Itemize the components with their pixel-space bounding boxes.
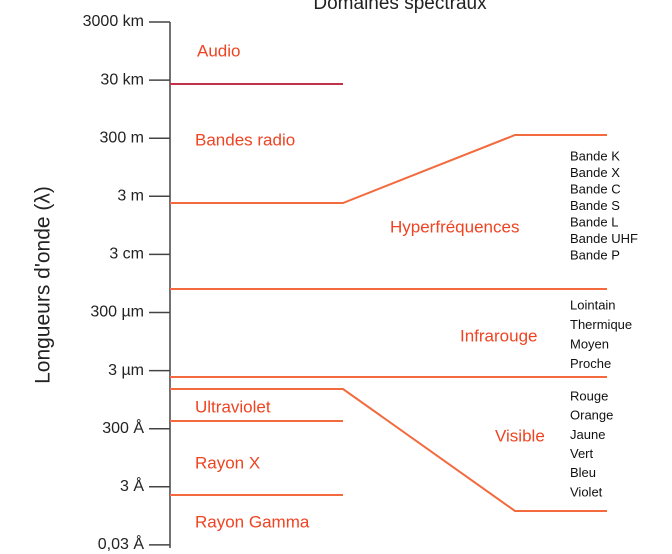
sub-label: Moyen bbox=[570, 336, 609, 351]
tick-label: 300 µm bbox=[90, 304, 144, 321]
sub-label: Violet bbox=[570, 484, 603, 499]
band-label: Rayon X bbox=[195, 453, 260, 472]
title: Domaines spectraux bbox=[313, 0, 487, 14]
tick-label: 3000 km bbox=[83, 13, 144, 30]
sub-label: Bande UHF bbox=[570, 231, 638, 246]
sub-label: Jaune bbox=[570, 427, 605, 442]
sub-label: Bande L bbox=[570, 214, 618, 229]
tick-label: 300 m bbox=[100, 129, 144, 146]
sub-label: Bande X bbox=[570, 165, 620, 180]
divider bbox=[170, 134, 607, 204]
band-label: Infrarouge bbox=[460, 326, 538, 345]
sub-label: Vert bbox=[570, 446, 594, 461]
sub-label: Bande K bbox=[570, 148, 620, 163]
band-label: Bandes radio bbox=[195, 130, 295, 149]
sub-label: Lointain bbox=[570, 297, 616, 312]
tick-label: 0,03 Å bbox=[98, 534, 145, 553]
sub-label: Rouge bbox=[570, 388, 608, 403]
tick-label: 3 cm bbox=[109, 246, 144, 263]
ticks: 3000 km 30 km 300 m 3 m 3 cm 300 µm 3 µm 300 Å 3… bbox=[83, 13, 170, 553]
band-label: Rayon Gamma bbox=[195, 512, 310, 531]
divider bbox=[170, 388, 607, 512]
tick-label: 300 Å bbox=[102, 418, 144, 437]
tick-label: 30 km bbox=[100, 71, 144, 88]
tick-label: 3 m bbox=[117, 188, 144, 205]
sub-label: Bande P bbox=[570, 247, 620, 262]
sub-label: Bande C bbox=[570, 181, 621, 196]
sub-label: Bleu bbox=[570, 465, 596, 480]
tick-label: 3 Å bbox=[120, 476, 144, 495]
band-label: Hyperfréquences bbox=[390, 217, 519, 236]
tick-label: 3 µm bbox=[108, 362, 144, 379]
sub-label: Thermique bbox=[570, 317, 632, 332]
sub-label: Proche bbox=[570, 356, 611, 371]
sub-label: Orange bbox=[570, 408, 613, 423]
sub-label: Bande S bbox=[570, 198, 620, 213]
band-label: Audio bbox=[197, 41, 240, 60]
band-label: Ultraviolet bbox=[195, 397, 271, 416]
axis-label: Longueurs d'onde (λ) bbox=[32, 186, 55, 384]
band-label: Visible bbox=[495, 426, 545, 445]
